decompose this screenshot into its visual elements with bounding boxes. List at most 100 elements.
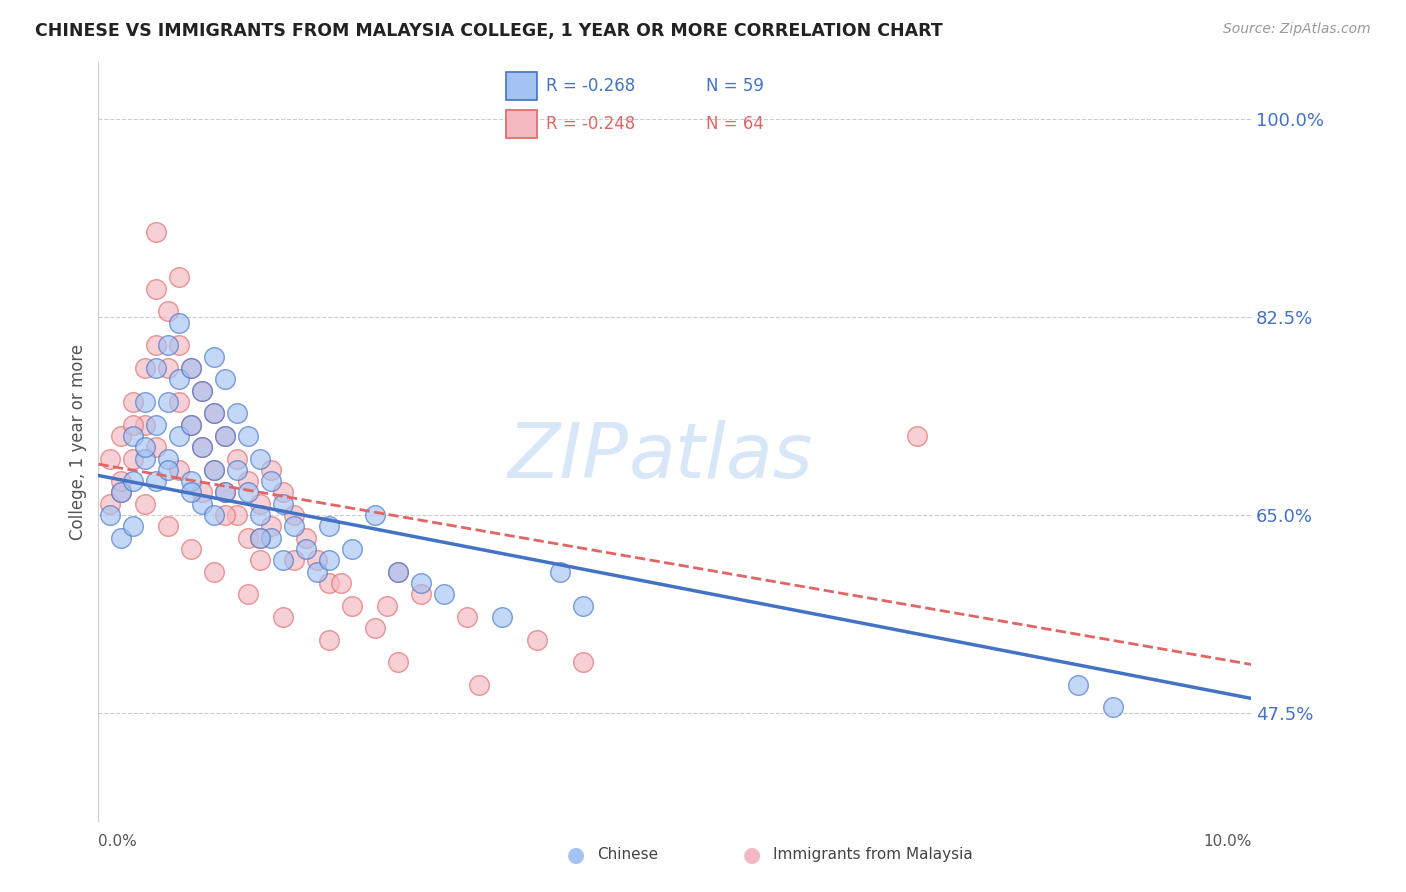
Point bbox=[260, 519, 283, 533]
Point bbox=[295, 542, 318, 557]
Point bbox=[238, 485, 260, 500]
Point bbox=[375, 599, 398, 613]
Point bbox=[167, 429, 190, 443]
Point bbox=[249, 451, 271, 466]
Point bbox=[167, 372, 190, 386]
Point bbox=[214, 485, 236, 500]
Point bbox=[122, 395, 145, 409]
Point bbox=[202, 508, 225, 522]
Point bbox=[318, 632, 340, 647]
Point bbox=[433, 587, 456, 601]
Point bbox=[387, 565, 409, 579]
Point bbox=[134, 451, 156, 466]
Point bbox=[249, 531, 271, 545]
Point bbox=[283, 508, 305, 522]
Point bbox=[214, 429, 236, 443]
Text: N = 59: N = 59 bbox=[706, 77, 763, 95]
Text: R = -0.248: R = -0.248 bbox=[546, 115, 636, 133]
Text: 10.0%: 10.0% bbox=[1204, 834, 1251, 849]
Point bbox=[238, 429, 260, 443]
Point bbox=[526, 632, 548, 647]
Point bbox=[134, 417, 156, 432]
Point bbox=[571, 599, 593, 613]
Point bbox=[238, 587, 260, 601]
Point bbox=[122, 451, 145, 466]
Text: 0.0%: 0.0% bbox=[98, 834, 138, 849]
Point bbox=[318, 576, 340, 591]
Point bbox=[180, 542, 202, 557]
Text: ●: ● bbox=[568, 845, 585, 864]
Point bbox=[122, 417, 145, 432]
Point bbox=[167, 338, 190, 352]
Point bbox=[307, 553, 329, 567]
Point bbox=[387, 565, 409, 579]
Text: R = -0.268: R = -0.268 bbox=[546, 77, 636, 95]
Point bbox=[191, 485, 214, 500]
Point bbox=[340, 542, 363, 557]
Point bbox=[260, 463, 283, 477]
Point bbox=[307, 565, 329, 579]
Point bbox=[214, 485, 236, 500]
Point bbox=[191, 440, 214, 454]
Point bbox=[202, 406, 225, 420]
Point bbox=[329, 576, 352, 591]
Point bbox=[905, 429, 928, 443]
Text: ●: ● bbox=[744, 845, 761, 864]
Point bbox=[122, 519, 145, 533]
Point bbox=[167, 316, 190, 330]
Point bbox=[167, 395, 190, 409]
Point bbox=[225, 463, 247, 477]
Point bbox=[387, 655, 409, 669]
Point bbox=[238, 474, 260, 488]
Point bbox=[295, 531, 318, 545]
Point bbox=[156, 451, 179, 466]
Point bbox=[225, 451, 247, 466]
Point bbox=[134, 395, 156, 409]
Point bbox=[238, 531, 260, 545]
Point bbox=[167, 270, 190, 285]
Point bbox=[202, 350, 225, 364]
Point bbox=[167, 463, 190, 477]
Point bbox=[271, 485, 294, 500]
Point bbox=[180, 474, 202, 488]
Point bbox=[283, 519, 305, 533]
Point bbox=[364, 621, 387, 635]
Text: atlas: atlas bbox=[628, 420, 813, 493]
Point bbox=[271, 610, 294, 624]
Point bbox=[110, 474, 132, 488]
Point bbox=[145, 474, 167, 488]
Point bbox=[180, 485, 202, 500]
Point bbox=[271, 497, 294, 511]
Point bbox=[571, 655, 593, 669]
Point bbox=[145, 225, 167, 239]
Text: N = 64: N = 64 bbox=[706, 115, 763, 133]
Point bbox=[214, 429, 236, 443]
Point bbox=[122, 474, 145, 488]
Point bbox=[134, 497, 156, 511]
Point bbox=[249, 531, 271, 545]
Point bbox=[283, 553, 305, 567]
Point bbox=[110, 429, 132, 443]
Point bbox=[191, 497, 214, 511]
Point bbox=[122, 429, 145, 443]
Point bbox=[134, 440, 156, 454]
Point bbox=[156, 519, 179, 533]
Point bbox=[191, 440, 214, 454]
Point bbox=[110, 485, 132, 500]
Point bbox=[156, 304, 179, 318]
Point bbox=[180, 361, 202, 376]
Point bbox=[411, 587, 433, 601]
FancyBboxPatch shape bbox=[506, 110, 537, 138]
Point bbox=[191, 384, 214, 398]
Point bbox=[225, 406, 247, 420]
Point bbox=[98, 508, 121, 522]
Point bbox=[249, 553, 271, 567]
FancyBboxPatch shape bbox=[506, 71, 537, 100]
Point bbox=[145, 417, 167, 432]
Text: ZIP: ZIP bbox=[508, 420, 628, 493]
Point bbox=[156, 361, 179, 376]
Y-axis label: College, 1 year or more: College, 1 year or more bbox=[69, 343, 87, 540]
Point bbox=[202, 463, 225, 477]
Point bbox=[364, 508, 387, 522]
Point bbox=[249, 497, 271, 511]
